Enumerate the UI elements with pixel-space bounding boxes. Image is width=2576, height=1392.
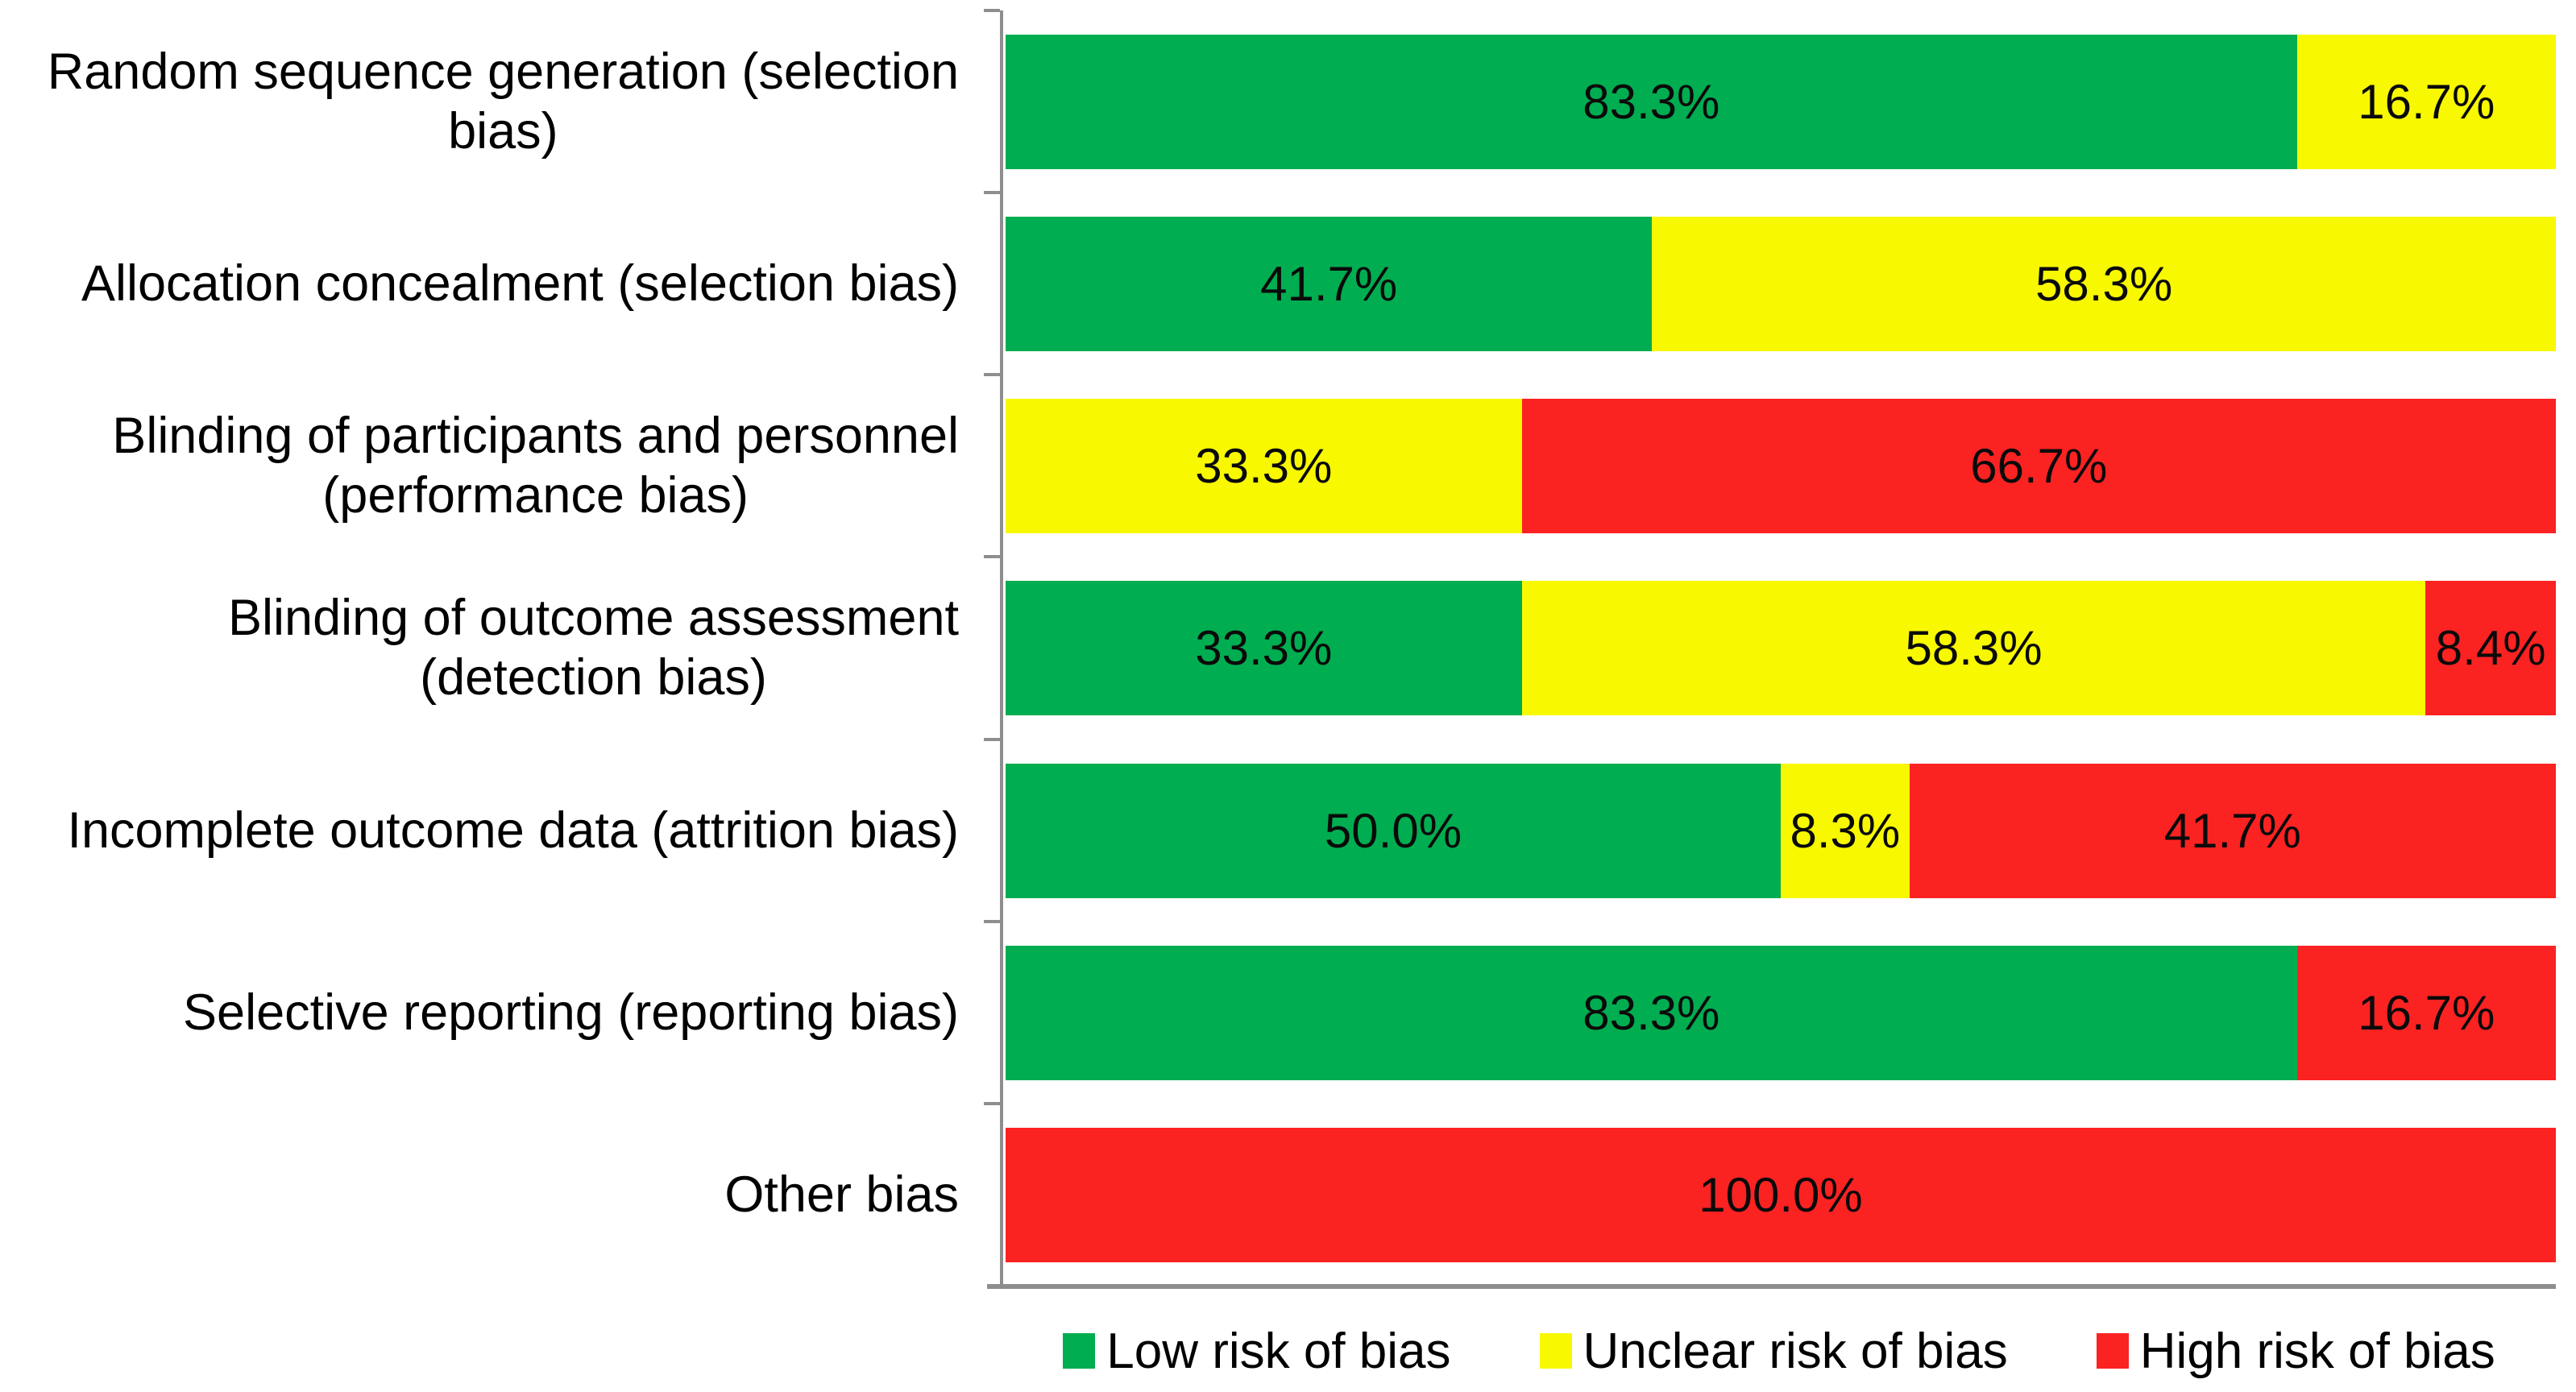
legend-swatch-icon xyxy=(2096,1333,2129,1369)
category-label-line: Other bias xyxy=(724,1166,959,1223)
bar-row: 100.0% xyxy=(1006,1127,2556,1262)
category-label-text: Blinding of outcome assessment (detection… xyxy=(228,588,959,707)
category-label-text: Incomplete outcome data (attrition bias) xyxy=(67,801,959,860)
bar-segment-low-risk: 83.3% xyxy=(1006,35,2297,169)
category-label-text: Other bias xyxy=(724,1165,959,1224)
y-axis-tick xyxy=(984,191,1000,195)
bar-segment-unclear-risk: 33.3% xyxy=(1006,399,1522,534)
category-label: Allocation concealment (selection bias) xyxy=(0,193,959,375)
bar-segment-value: 58.3% xyxy=(2035,257,2173,312)
category-label-line: (detection bias) xyxy=(420,649,767,706)
bar-segment-value: 50.0% xyxy=(1324,803,1462,858)
category-label-text: Blinding of participants and personnel (p… xyxy=(112,406,959,525)
category-label-line: bias) xyxy=(448,103,558,160)
legend-label: Low risk of bias xyxy=(1106,1323,1451,1379)
bar-segment-value: 41.7% xyxy=(2163,803,2301,858)
bar-segment-value: 33.3% xyxy=(1195,439,1333,494)
bar-segment-high-risk: 8.4% xyxy=(2425,581,2556,716)
bar-segment-unclear-risk: 58.3% xyxy=(1521,581,2426,716)
category-label-line: (performance bias) xyxy=(322,467,749,524)
category-label: Blinding of participants and personnel (p… xyxy=(0,375,959,557)
y-axis-tick xyxy=(984,373,1000,377)
bar-segment-value: 58.3% xyxy=(1905,621,2043,676)
bar-row: 33.3% 58.3% 8.4% xyxy=(1006,581,2556,716)
bar-segment-value: 66.7% xyxy=(1970,439,2108,494)
category-label-line: Random sequence generation (selection xyxy=(47,44,959,101)
bar-segment-value: 16.7% xyxy=(2358,985,2495,1040)
bar-segment-high-risk: 41.7% xyxy=(1909,763,2556,898)
bar-segment-low-risk: 33.3% xyxy=(1006,581,1522,716)
bar-segment-low-risk: 83.3% xyxy=(1006,945,2297,1080)
legend-swatch-icon xyxy=(1539,1333,1572,1369)
x-axis-baseline xyxy=(987,1284,2556,1289)
bar-segment-value: 16.7% xyxy=(2358,75,2495,129)
y-axis-tick xyxy=(984,919,1000,923)
category-label: Blinding of outcome assessment (detection… xyxy=(0,557,959,739)
category-label-text: Random sequence generation (selection bia… xyxy=(48,42,959,161)
legend-item-high-risk: High risk of bias xyxy=(2096,1323,2495,1380)
y-axis-tick xyxy=(984,9,1000,12)
bar-segment-value: 83.3% xyxy=(1583,985,1720,1040)
y-axis-tick xyxy=(984,555,1000,559)
category-label-line: Selective reporting (reporting bias) xyxy=(183,984,959,1041)
bar-segment-unclear-risk: 8.3% xyxy=(1781,763,1910,898)
category-label: Incomplete outcome data (attrition bias) xyxy=(0,740,959,922)
bar-segment-value: 33.3% xyxy=(1195,621,1333,676)
bar-segment-low-risk: 50.0% xyxy=(1006,763,1781,898)
category-label-line: Blinding of participants and personnel xyxy=(112,408,959,465)
bar-segment-value: 41.7% xyxy=(1260,257,1398,312)
legend-swatch-icon xyxy=(1063,1333,1096,1369)
legend-label: Unclear risk of bias xyxy=(1583,1323,2008,1379)
category-label-text: Allocation concealment (selection bias) xyxy=(81,254,959,313)
bar-segment-low-risk: 41.7% xyxy=(1006,217,1653,352)
bar-row: 41.7% 58.3% xyxy=(1006,217,2556,352)
bar-segment-unclear-risk: 16.7% xyxy=(2296,35,2556,169)
category-label-line: Blinding of outcome assessment xyxy=(228,590,959,647)
chart-legend: Low risk of bias Unclear risk of bias High… xyxy=(1004,1316,2554,1386)
bar-row: 50.0% 8.3% 41.7% xyxy=(1006,763,2556,898)
y-axis-tick xyxy=(984,1101,1000,1105)
bar-segment-value: 83.3% xyxy=(1583,75,1720,129)
category-label: Other bias xyxy=(0,1104,959,1286)
bar-segment-value: 100.0% xyxy=(1699,1167,1863,1222)
bar-row: 83.3% 16.7% xyxy=(1006,945,2556,1080)
bar-segment-unclear-risk: 58.3% xyxy=(1652,217,2556,352)
category-label: Random sequence generation (selection bia… xyxy=(0,10,959,193)
category-label-line: Allocation concealment (selection bias) xyxy=(81,255,959,313)
category-label-line: Incomplete outcome data (attrition bias) xyxy=(67,802,959,859)
legend-item-unclear-risk: Unclear risk of bias xyxy=(1539,1323,2008,1380)
bar-segment-value: 8.4% xyxy=(2435,621,2546,676)
y-axis-tick xyxy=(984,737,1000,741)
bar-segment-high-risk: 66.7% xyxy=(1521,399,2556,534)
bar-segment-high-risk: 16.7% xyxy=(2296,945,2556,1080)
legend-label: High risk of bias xyxy=(2139,1323,2495,1379)
category-label: Selective reporting (reporting bias) xyxy=(0,922,959,1104)
bar-row: 83.3% 16.7% xyxy=(1006,35,2556,169)
bar-row: 33.3% 66.7% xyxy=(1006,399,2556,534)
bar-segment-value: 8.3% xyxy=(1790,803,1901,858)
legend-item-low-risk: Low risk of bias xyxy=(1063,1323,1451,1380)
category-label-text: Selective reporting (reporting bias) xyxy=(183,983,959,1042)
y-axis-line xyxy=(1000,10,1003,1286)
bar-segment-high-risk: 100.0% xyxy=(1006,1127,2556,1262)
